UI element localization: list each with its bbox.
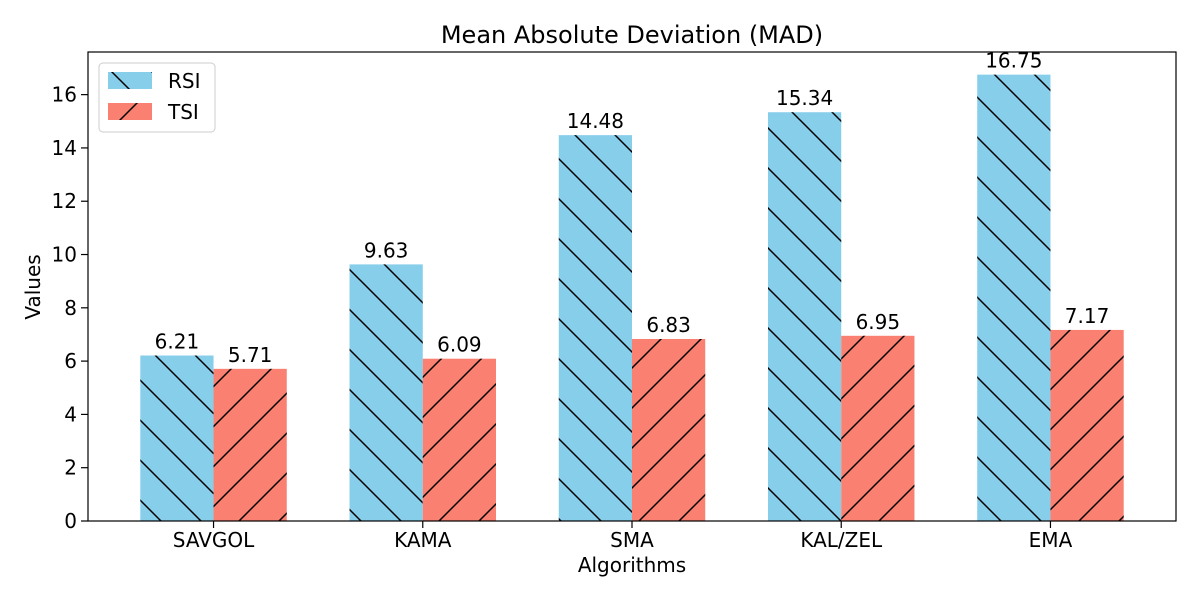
y-tick-label: 14 bbox=[52, 136, 77, 160]
x-axis: SAVGOL KAMA SMA KAL/ZEL EMA bbox=[173, 521, 1073, 552]
data-labels-layer: 6.21 9.63 14.48 15.34 16.75 5.71 6.09 6.83 6.95 7… bbox=[155, 49, 1110, 367]
data-label-tsi-ema: 7.17 bbox=[1065, 304, 1110, 328]
bar-tsi-savgol-hatch bbox=[213, 368, 287, 521]
data-label-tsi-savgol: 5.71 bbox=[228, 343, 273, 367]
bar-tsi-kal-zel-hatch bbox=[841, 335, 915, 521]
y-tick-label: 8 bbox=[64, 296, 77, 320]
data-label-tsi-kal-zel: 6.95 bbox=[856, 310, 901, 334]
bar-rsi-sma-hatch bbox=[558, 135, 632, 521]
x-tick-label-ema: EMA bbox=[1029, 528, 1073, 552]
bars-layer bbox=[140, 74, 1124, 521]
bar-tsi-ema-hatch bbox=[1050, 329, 1124, 521]
legend-label-tsi: TSI bbox=[167, 100, 199, 124]
bar-rsi-ema-hatch bbox=[977, 74, 1051, 521]
y-axis-title: Values bbox=[21, 254, 45, 319]
chart-title: Mean Absolute Deviation (MAD) bbox=[441, 21, 823, 49]
bar-rsi-kal-zel-hatch bbox=[768, 112, 842, 521]
data-label-rsi-savgol: 6.21 bbox=[155, 330, 200, 354]
y-tick-label: 6 bbox=[64, 349, 77, 373]
legend-label-rsi: RSI bbox=[168, 69, 201, 93]
bar-rsi-kama-hatch bbox=[349, 264, 423, 521]
y-tick-label: 4 bbox=[64, 402, 77, 426]
y-tick-label: 16 bbox=[52, 83, 77, 107]
y-tick-label: 10 bbox=[52, 243, 77, 267]
legend: RSI TSI bbox=[98, 62, 216, 133]
legend-swatch-rsi-hatch bbox=[108, 72, 152, 89]
y-axis: 0 2 4 6 8 10 12 14 16 bbox=[52, 83, 88, 533]
y-tick-label: 2 bbox=[64, 456, 77, 480]
bar-tsi-kama-hatch bbox=[422, 358, 496, 521]
x-tick-label-savgol: SAVGOL bbox=[173, 528, 255, 552]
data-label-rsi-kal-zel: 15.34 bbox=[776, 86, 833, 110]
x-tick-label-sma: SMA bbox=[610, 528, 654, 552]
data-label-rsi-ema: 16.75 bbox=[985, 49, 1042, 73]
data-label-tsi-kama: 6.09 bbox=[437, 333, 482, 357]
data-label-tsi-sma: 6.83 bbox=[646, 313, 691, 337]
bar-tsi-sma-hatch bbox=[632, 338, 706, 521]
x-tick-label-kama: KAMA bbox=[394, 528, 452, 552]
data-label-rsi-kama: 9.63 bbox=[364, 238, 409, 262]
legend-swatch-tsi-hatch bbox=[108, 103, 152, 120]
x-tick-label-kal-zel: KAL/ZEL bbox=[800, 528, 883, 552]
data-label-rsi-sma: 14.48 bbox=[567, 109, 624, 133]
y-tick-label: 12 bbox=[52, 189, 77, 213]
bar-rsi-savgol-hatch bbox=[140, 355, 214, 521]
x-axis-title: Algorithms bbox=[578, 553, 686, 577]
y-tick-label: 0 bbox=[64, 509, 77, 533]
